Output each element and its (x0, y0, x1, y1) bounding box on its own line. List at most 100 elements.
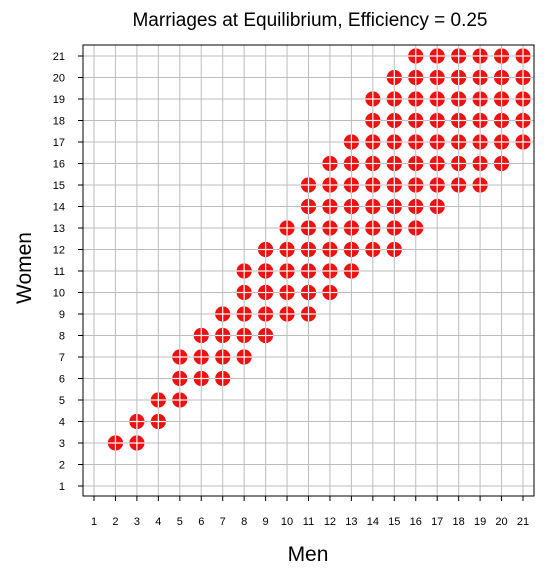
marriage-point (258, 284, 274, 301)
y-tick-label: 1 (59, 481, 65, 493)
marriage-point (129, 413, 145, 430)
marriage-point (493, 134, 510, 150)
marriage-point (408, 220, 424, 236)
y-tick-label: 18 (53, 116, 65, 128)
marriage-point (172, 370, 188, 387)
marriage-point (322, 198, 338, 215)
marriage-point (300, 241, 317, 258)
marriage-point (472, 177, 488, 193)
marriage-point (451, 48, 467, 64)
y-tick-label: 8 (59, 331, 65, 343)
y-axis-title: Women (13, 232, 36, 304)
marriage-point (107, 435, 124, 451)
marriage-point (343, 134, 359, 150)
x-tick-label: 6 (198, 516, 204, 528)
x-tick-label: 20 (495, 516, 507, 528)
marriage-point (236, 327, 252, 344)
marriage-point (386, 241, 402, 258)
marriage-point (279, 220, 295, 236)
marriage-point (429, 198, 445, 215)
marriage-point (193, 370, 209, 387)
y-tick-label: 4 (59, 417, 65, 429)
marriage-point (322, 241, 338, 258)
marriage-point (493, 48, 510, 64)
marriage-point (451, 91, 467, 107)
marriage-point (365, 91, 381, 107)
x-tick-label: 7 (220, 516, 226, 528)
marriage-point (365, 112, 381, 129)
marriage-point (386, 69, 402, 86)
y-tick-label: 17 (53, 137, 65, 149)
marriage-point (408, 177, 424, 193)
marriage-point (515, 112, 531, 129)
marriage-point (386, 220, 402, 236)
marriage-point (279, 306, 295, 322)
x-tick-label: 2 (112, 516, 118, 528)
marriage-point (258, 306, 274, 322)
marriage-point (429, 155, 445, 172)
marriage-point (343, 198, 359, 215)
marriage-point (386, 155, 402, 172)
marriage-point (150, 413, 166, 430)
marriage-point (300, 284, 317, 301)
y-tick-label: 3 (59, 438, 65, 450)
y-tick-label: 2 (59, 460, 65, 472)
marriage-point (365, 198, 381, 215)
marriage-point (451, 177, 467, 193)
y-tick-label: 16 (53, 159, 65, 171)
x-tick-label: 16 (410, 516, 422, 528)
marriage-point (472, 112, 488, 129)
marriage-point (322, 220, 338, 236)
marriage-point (343, 220, 359, 236)
marriage-point (129, 435, 145, 451)
y-tick-label: 15 (53, 180, 65, 192)
y-tick-label: 10 (53, 288, 65, 300)
marriage-point (236, 284, 252, 301)
x-axis-title: Men (288, 543, 329, 566)
marriage-point (429, 134, 445, 150)
marriage-point (150, 392, 166, 408)
x-tick-label: 14 (367, 516, 379, 528)
y-tick-label: 6 (59, 374, 65, 386)
marriage-point (300, 306, 317, 322)
marriage-point (429, 48, 445, 64)
marriage-point (429, 91, 445, 107)
y-tick-label: 7 (59, 352, 65, 364)
marriage-point (365, 241, 381, 258)
x-tick-label: 5 (177, 516, 183, 528)
marriage-point (322, 155, 338, 172)
marriage-point (386, 134, 402, 150)
data-points (107, 48, 531, 451)
x-tick-label: 9 (263, 516, 269, 528)
y-tick-label: 11 (54, 266, 65, 278)
marriage-point (193, 349, 209, 365)
marriage-point (408, 48, 424, 64)
marriage-point (408, 155, 424, 172)
x-tick-label: 18 (453, 516, 465, 528)
x-tick-label: 13 (345, 516, 357, 528)
marriage-point (343, 263, 359, 279)
marriage-point (172, 392, 188, 408)
x-tick-label: 11 (303, 516, 314, 528)
marriage-point (215, 306, 231, 322)
marriage-point (472, 155, 488, 172)
marriage-point (515, 134, 531, 150)
x-tick-label: 1 (91, 516, 97, 528)
x-tick-label: 3 (134, 516, 140, 528)
marriage-point (215, 327, 231, 344)
marriage-point (343, 241, 359, 258)
x-tick-label: 15 (388, 516, 400, 528)
marriage-point (408, 134, 424, 150)
marriage-point (258, 263, 274, 279)
marriage-point (322, 263, 338, 279)
x-tick-label: 17 (431, 516, 443, 528)
marriage-point (300, 177, 317, 193)
marriage-point (515, 48, 531, 64)
x-tick-label: 10 (281, 516, 293, 528)
marriage-point (386, 177, 402, 193)
marriage-point (300, 198, 317, 215)
y-tick-label: 5 (59, 395, 65, 407)
y-tick-label: 20 (53, 73, 65, 85)
